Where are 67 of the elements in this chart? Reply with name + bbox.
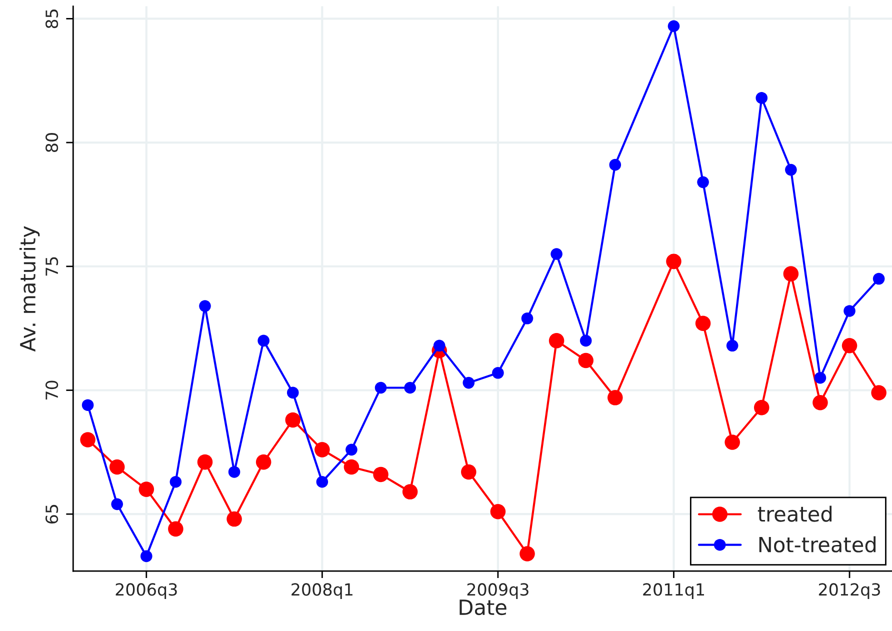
point — [461, 464, 476, 480]
point — [226, 511, 242, 527]
point — [170, 476, 182, 488]
point — [521, 312, 534, 324]
point — [373, 466, 388, 482]
point — [168, 521, 184, 537]
x-tick-label: 2008q1 — [292, 583, 352, 599]
point — [374, 382, 387, 394]
point — [844, 305, 856, 317]
y-tick-label: 80 — [46, 133, 58, 152]
x-tick-label: 2011q1 — [643, 583, 704, 599]
point — [812, 394, 828, 410]
point — [842, 338, 858, 354]
point — [197, 454, 213, 470]
point — [578, 352, 594, 368]
y-tick-label: 70 — [46, 380, 58, 400]
point — [109, 459, 125, 475]
point — [695, 316, 711, 331]
point — [724, 434, 740, 450]
point — [520, 546, 535, 562]
y-axis-title: Av. maturity — [19, 226, 40, 352]
point — [668, 20, 680, 32]
point — [433, 340, 446, 352]
legend-label: Not-treated — [759, 536, 876, 552]
point — [609, 158, 622, 171]
x-axis-title: Date — [460, 600, 506, 616]
point — [228, 466, 240, 478]
point — [580, 334, 592, 347]
x-tick-label: 2012q3 — [818, 583, 880, 599]
point — [666, 254, 682, 270]
point — [314, 442, 330, 458]
point — [492, 366, 504, 379]
point — [783, 266, 799, 282]
point — [82, 399, 94, 411]
point — [726, 340, 738, 352]
point — [256, 454, 272, 470]
point — [80, 432, 96, 448]
point — [548, 333, 564, 348]
point — [258, 334, 270, 347]
point — [316, 476, 328, 488]
point — [490, 504, 506, 520]
x-tick-label: 2006q3 — [116, 583, 177, 599]
point — [140, 550, 152, 562]
point — [402, 484, 418, 500]
point — [608, 390, 623, 406]
point — [286, 386, 299, 399]
point — [814, 372, 826, 384]
point — [285, 412, 301, 428]
point — [756, 92, 768, 104]
y-tick-label: 85 — [46, 10, 58, 28]
point — [199, 300, 211, 312]
point — [754, 400, 770, 416]
y-tick-label: 65 — [46, 504, 58, 524]
point — [785, 164, 797, 176]
x-tick-label: 2009q3 — [467, 583, 528, 599]
point — [404, 382, 416, 394]
point — [138, 482, 154, 497]
point — [697, 176, 709, 188]
legend-label: treated — [758, 506, 832, 522]
y-tick-label: 75 — [46, 257, 58, 276]
point — [871, 385, 886, 400]
point — [111, 498, 123, 510]
point — [346, 444, 358, 456]
point — [550, 248, 562, 260]
point — [462, 376, 475, 389]
point — [344, 459, 360, 475]
point — [872, 272, 885, 285]
